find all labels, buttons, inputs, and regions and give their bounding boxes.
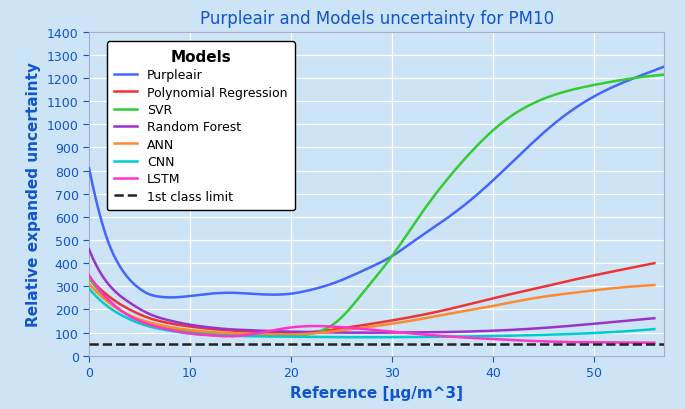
LSTM xyxy=(353,326,362,331)
Title: Purpleair and Models uncertainty for PM10: Purpleair and Models uncertainty for PM1… xyxy=(200,11,553,28)
Purpleair xyxy=(167,295,175,300)
ANN xyxy=(358,326,366,330)
SVR xyxy=(277,333,286,338)
Random Forest xyxy=(359,330,367,335)
Random Forest xyxy=(392,330,400,335)
Random Forest xyxy=(357,330,365,335)
CNN xyxy=(392,335,400,340)
Line: Random Forest: Random Forest xyxy=(89,249,654,333)
SVR xyxy=(660,73,669,78)
LSTM xyxy=(548,339,556,344)
Purpleair xyxy=(429,226,437,231)
Polynomial Regression xyxy=(358,323,366,328)
Polynomial Regression xyxy=(392,317,400,322)
ANN xyxy=(638,284,646,289)
ANN xyxy=(355,326,363,331)
LSTM xyxy=(650,340,658,345)
Purpleair xyxy=(660,65,669,70)
X-axis label: Reference [μg/m^3]: Reference [μg/m^3] xyxy=(290,385,463,400)
Purpleair xyxy=(85,166,93,171)
SVR xyxy=(85,276,93,281)
CNN xyxy=(85,286,93,291)
Random Forest xyxy=(549,325,558,330)
SVR xyxy=(363,286,371,291)
Random Forest xyxy=(638,317,646,322)
SVR xyxy=(647,74,656,79)
Line: SVR: SVR xyxy=(89,75,664,336)
1st class limit xyxy=(95,342,103,347)
SVR xyxy=(558,91,566,96)
CNN xyxy=(638,328,646,333)
Polynomial Regression xyxy=(423,312,431,317)
LSTM xyxy=(357,326,365,331)
Purpleair xyxy=(397,248,406,253)
ANN xyxy=(650,283,658,288)
Y-axis label: Relative expanded uncertainty: Relative expanded uncertainty xyxy=(26,62,41,326)
Line: ANN: ANN xyxy=(89,284,654,335)
CNN xyxy=(362,335,371,340)
SVR xyxy=(360,290,368,295)
Polynomial Regression xyxy=(549,282,558,287)
1st class limit xyxy=(85,342,93,347)
Polynomial Regression xyxy=(286,331,294,336)
Legend: Purpleair, Polynomial Regression, SVR, Random Forest, ANN, CNN, LSTM, 1st class : Purpleair, Polynomial Regression, SVR, R… xyxy=(107,42,295,211)
Polynomial Regression xyxy=(638,263,646,268)
CNN xyxy=(423,335,431,339)
CNN xyxy=(650,327,658,332)
ANN xyxy=(283,332,291,337)
LSTM xyxy=(421,333,429,337)
ANN xyxy=(392,321,400,326)
LSTM xyxy=(636,340,645,345)
Random Forest xyxy=(85,247,93,252)
Purpleair xyxy=(360,268,368,273)
ANN xyxy=(549,293,558,298)
SVR xyxy=(429,196,437,201)
Polynomial Regression xyxy=(85,275,93,280)
CNN xyxy=(357,335,365,340)
Line: LSTM: LSTM xyxy=(89,276,654,343)
Purpleair xyxy=(363,267,371,272)
Random Forest xyxy=(423,330,431,335)
LSTM xyxy=(391,330,399,335)
ANN xyxy=(85,282,93,287)
Random Forest xyxy=(650,316,658,321)
Random Forest xyxy=(353,330,362,335)
SVR xyxy=(397,240,406,245)
Line: Polynomial Regression: Polynomial Regression xyxy=(89,263,654,333)
Purpleair xyxy=(558,116,566,121)
ANN xyxy=(423,316,431,321)
Line: Purpleair: Purpleair xyxy=(89,67,664,298)
Line: CNN: CNN xyxy=(89,289,654,337)
CNN xyxy=(549,332,558,337)
CNN xyxy=(353,335,362,340)
Polynomial Regression xyxy=(650,261,658,266)
Purpleair xyxy=(647,70,656,74)
LSTM xyxy=(85,273,93,278)
Polynomial Regression xyxy=(355,324,363,328)
